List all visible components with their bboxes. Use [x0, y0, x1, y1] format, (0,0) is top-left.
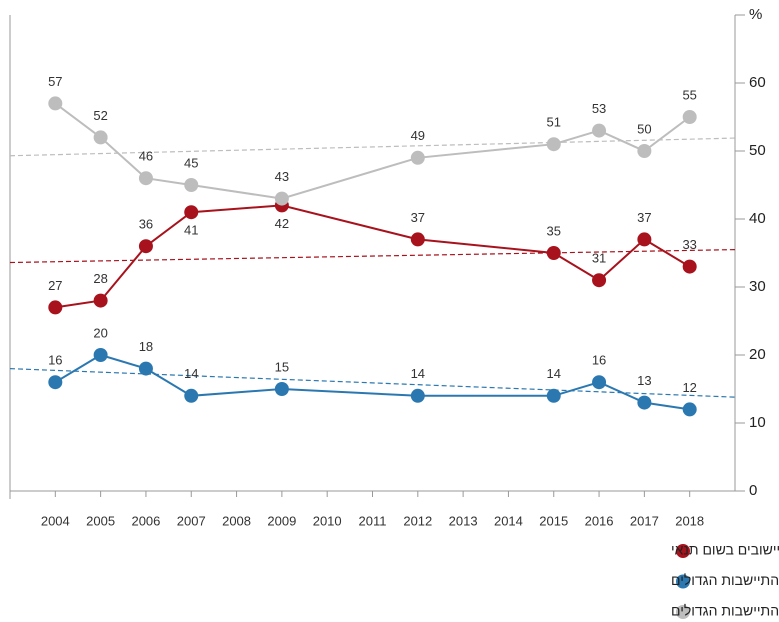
data-point — [138, 171, 153, 186]
data-label: 15 — [275, 359, 289, 374]
x-tick-label: 2004 — [41, 513, 70, 528]
x-tick-label: 2007 — [177, 513, 206, 528]
x-tick-label: 2011 — [359, 513, 387, 528]
data-label: 37 — [411, 210, 425, 225]
y-tick-label: % — [749, 6, 762, 23]
x-tick-label: 2018 — [675, 513, 704, 528]
data-label: 52 — [93, 108, 107, 123]
data-label: 41 — [184, 223, 198, 238]
data-point — [274, 382, 289, 396]
data-point — [48, 96, 63, 111]
x-tick-label: 2013 — [449, 513, 478, 528]
trend-line — [9, 368, 736, 398]
data-point — [592, 375, 607, 390]
data-point — [184, 178, 199, 192]
legend-label: אין לפנות יישובים בשום תנאי — [671, 542, 779, 558]
x-tick-label: 2005 — [86, 513, 115, 528]
data-point — [184, 205, 199, 220]
data-label: 46 — [139, 149, 153, 164]
x-tick-label: 2010 — [313, 513, 342, 528]
x-tick-label: 2009 — [267, 513, 296, 528]
data-label: 50 — [637, 121, 651, 136]
y-tick-label: 60 — [749, 74, 766, 91]
legend-label: מוכן לפנות את כל היישובים כולל גושי ההתי… — [671, 572, 779, 588]
data-label: 49 — [411, 128, 425, 143]
data-label: 14 — [547, 366, 561, 381]
data-point — [546, 137, 561, 152]
data-label: 14 — [411, 366, 425, 381]
series-line — [54, 102, 691, 200]
data-point — [637, 144, 652, 158]
data-label: 12 — [682, 380, 696, 395]
data-label: 13 — [637, 373, 651, 388]
data-label: 16 — [48, 353, 62, 368]
data-label: 35 — [547, 223, 561, 238]
data-point — [48, 375, 63, 390]
y-tick-label: 20 — [749, 346, 766, 363]
data-point — [48, 300, 63, 315]
data-label: 36 — [139, 217, 153, 232]
data-point — [546, 246, 561, 260]
data-point — [410, 232, 425, 247]
legend-label: מוכן לפנות רק את היישובים שמחוץ לגושי הה… — [671, 603, 779, 619]
y-tick-label: 10 — [749, 414, 766, 431]
data-label: 28 — [93, 271, 107, 286]
data-point — [546, 388, 561, 403]
x-tick-label: 2012 — [403, 513, 432, 528]
x-tick-label: 2016 — [585, 513, 614, 528]
data-label: 33 — [682, 237, 696, 252]
trend-line — [9, 249, 736, 264]
data-label: 55 — [682, 87, 696, 102]
data-point — [637, 395, 652, 410]
data-point — [682, 259, 697, 274]
data-point — [592, 273, 607, 288]
data-label: 45 — [184, 155, 198, 170]
data-label: 53 — [592, 101, 606, 116]
legend-swatch — [676, 605, 690, 619]
x-tick-label: 2017 — [630, 513, 659, 528]
y-tick-label: 30 — [749, 278, 766, 295]
data-point — [274, 191, 289, 206]
data-label: 43 — [275, 169, 289, 184]
y-tick-label: 50 — [749, 142, 766, 159]
data-point — [138, 361, 153, 376]
data-point — [184, 388, 199, 403]
data-label: 20 — [93, 325, 107, 340]
data-point — [93, 130, 108, 145]
data-label: 27 — [48, 278, 62, 293]
data-point — [637, 232, 652, 247]
data-point — [410, 150, 425, 165]
data-point — [93, 293, 108, 308]
legend-swatch — [676, 574, 690, 589]
data-label: 16 — [592, 353, 606, 368]
data-label: 37 — [637, 210, 651, 225]
data-point — [592, 123, 607, 138]
x-tick-label: 2008 — [222, 513, 251, 528]
x-tick-label: 2014 — [494, 513, 523, 528]
legend-swatch — [676, 544, 690, 558]
x-tick-label: 2006 — [131, 513, 160, 528]
data-label: 14 — [184, 366, 198, 381]
x-tick-label: 2015 — [539, 513, 568, 528]
y-tick-label: 40 — [749, 210, 766, 227]
y-tick-label: 0 — [749, 482, 757, 499]
series-line — [55, 204, 691, 309]
data-label: 51 — [547, 115, 561, 130]
data-label: 31 — [592, 251, 606, 266]
series-line — [54, 353, 690, 411]
data-point — [410, 388, 425, 403]
data-point — [682, 402, 697, 417]
data-point — [138, 239, 153, 254]
data-label: 18 — [139, 339, 153, 354]
data-point — [93, 348, 108, 362]
data-point — [682, 110, 697, 124]
trend-line — [9, 137, 736, 157]
data-label: 42 — [275, 216, 289, 231]
data-label: 57 — [48, 74, 62, 89]
